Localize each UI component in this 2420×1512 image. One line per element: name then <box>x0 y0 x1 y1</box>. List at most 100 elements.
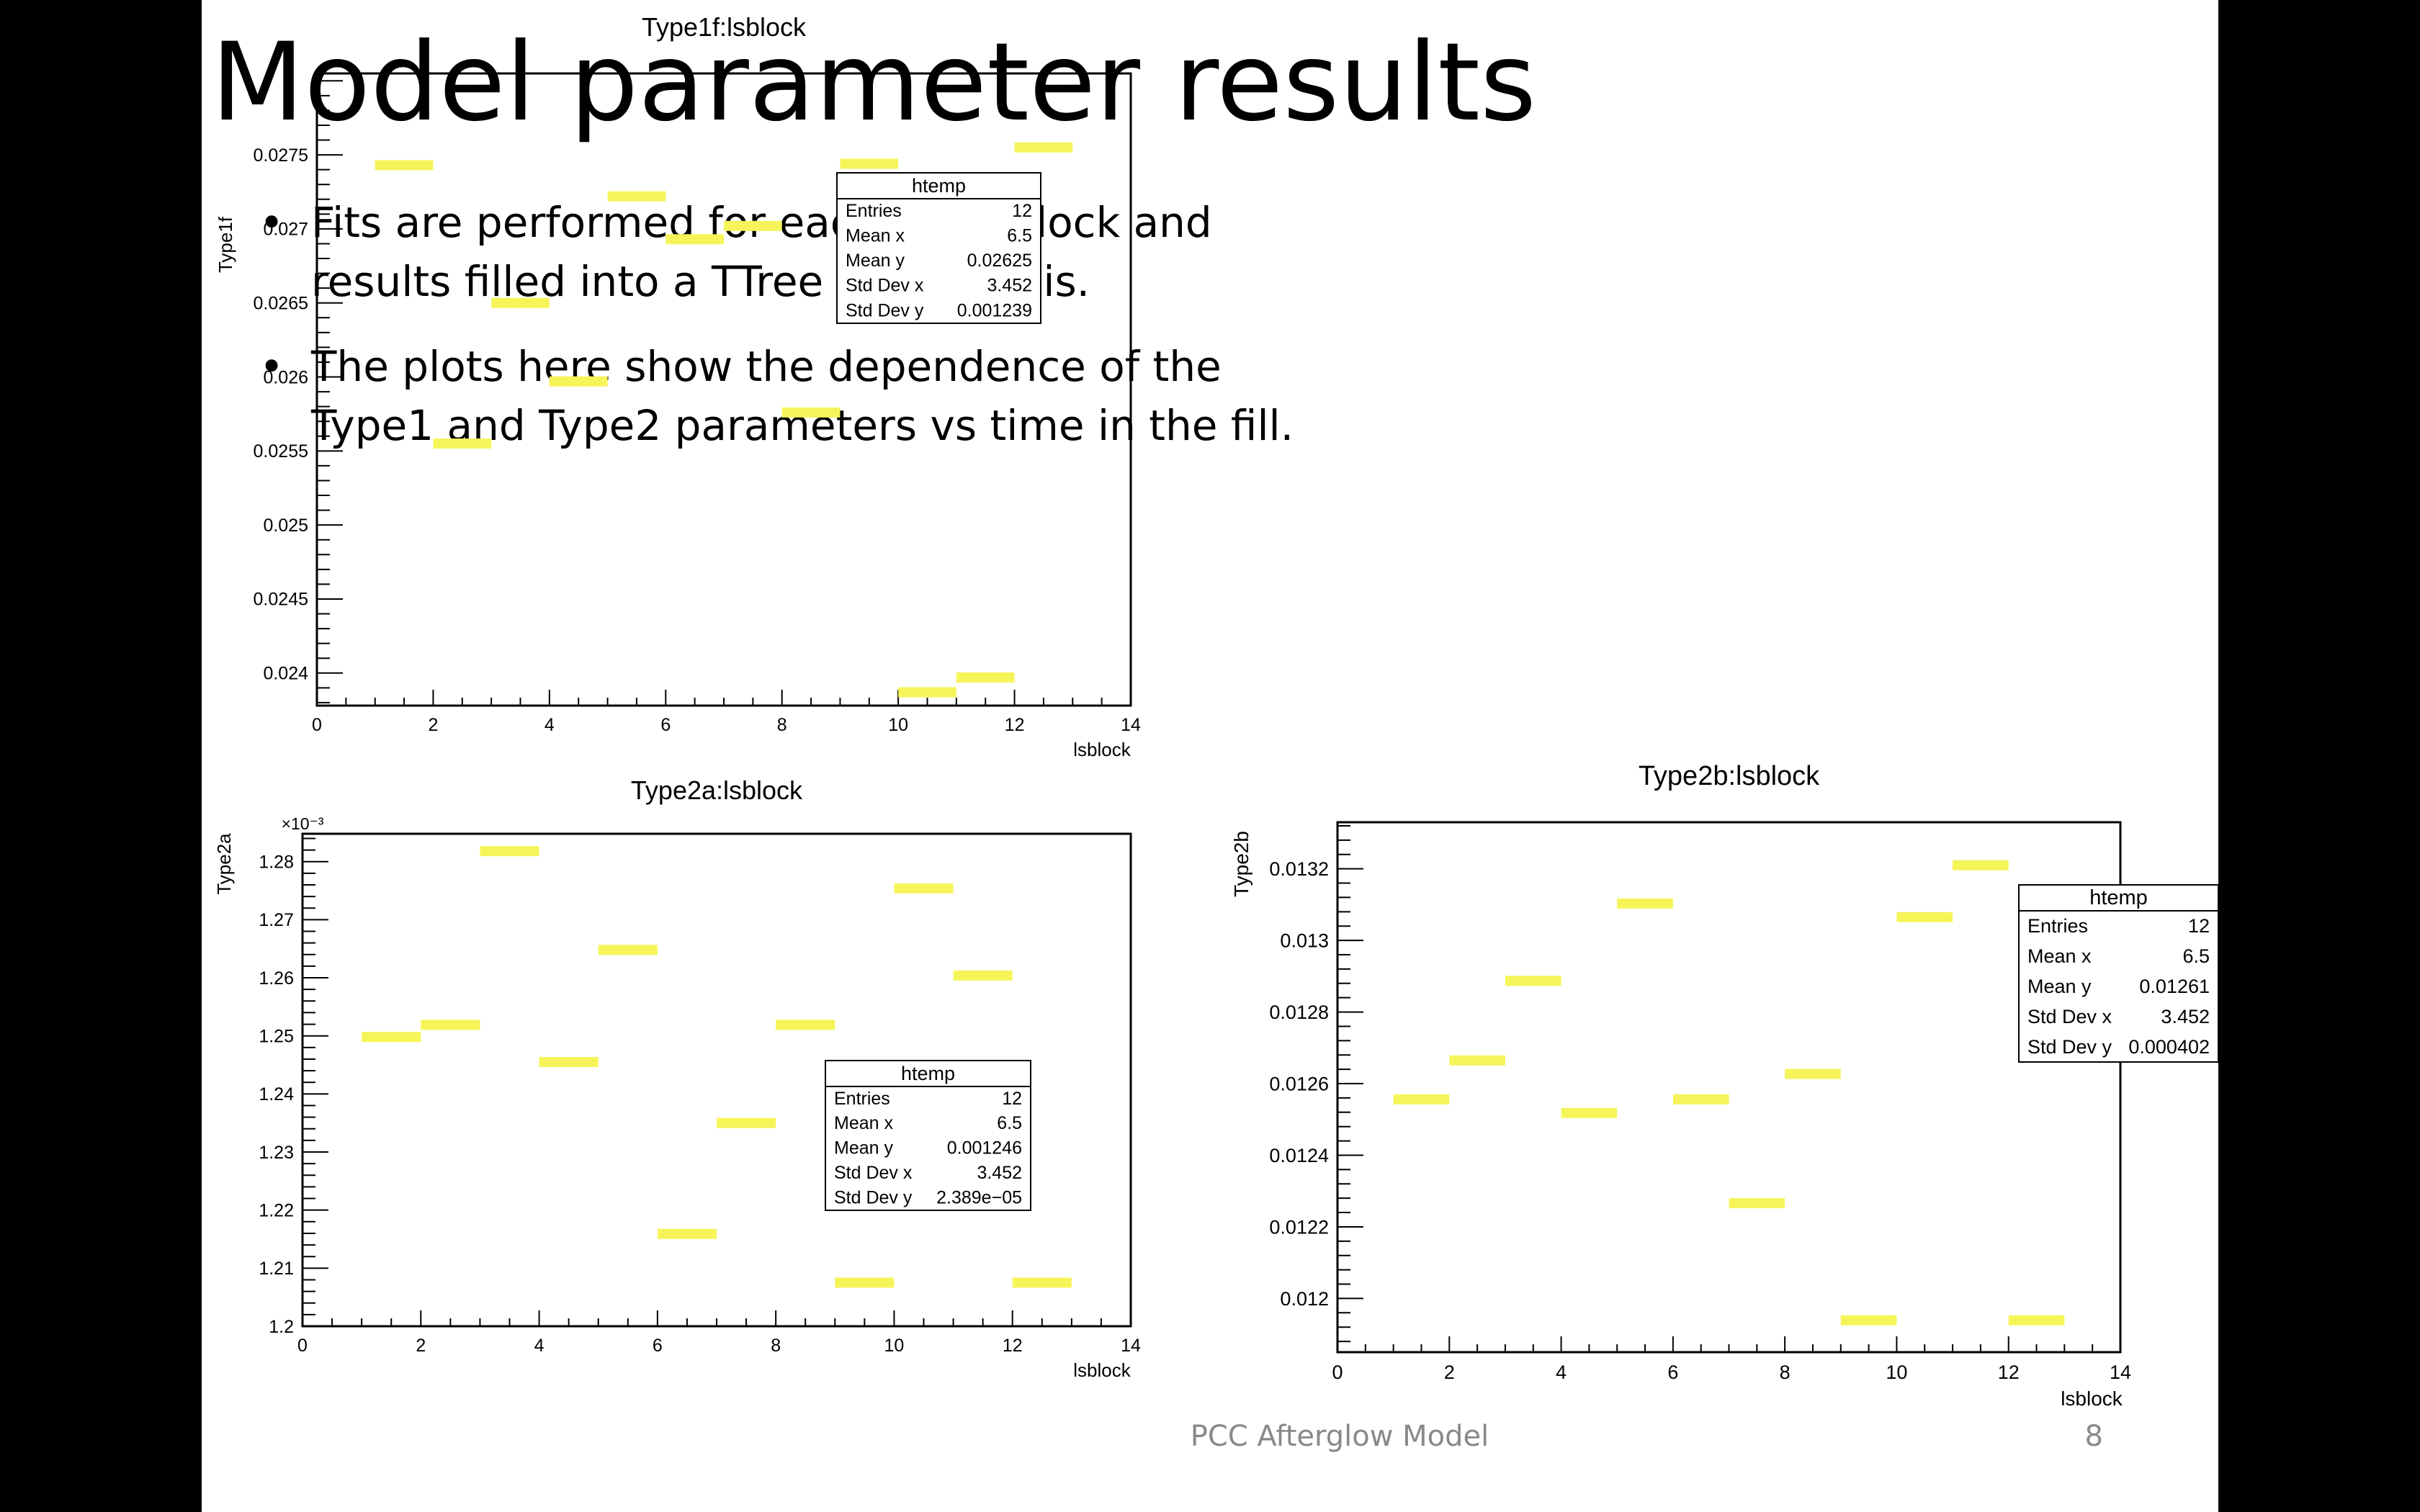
x-tick-label: 8 <box>1780 1362 1791 1383</box>
bullet-glyph: • <box>259 198 284 247</box>
stats-label: Mean x <box>846 226 905 246</box>
stats-value: 6.5 <box>997 1113 1022 1133</box>
x-tick-label: 4 <box>544 715 555 735</box>
y-tick-label: 1.23 <box>259 1143 294 1163</box>
stats-label: Std Dev x <box>2027 1006 2112 1027</box>
data-point <box>894 883 954 894</box>
data-point <box>717 1117 776 1128</box>
y-tick-label: 0.012 <box>1280 1288 1329 1310</box>
x-axis-label: lsblock <box>1073 739 1131 760</box>
y-tick-label: 0.013 <box>1280 930 1329 952</box>
data-point <box>421 1020 480 1030</box>
stats-label: Mean y <box>2027 976 2092 997</box>
stats-label: Std Dev x <box>834 1163 913 1183</box>
x-tick-label: 4 <box>534 1336 544 1356</box>
y-tick-label: 0.026 <box>263 367 308 387</box>
x-tick-label: 0 <box>297 1336 308 1356</box>
stats-title: htemp <box>901 1063 955 1084</box>
x-tick-label: 10 <box>1886 1362 1907 1383</box>
stats-value: 2.389e−05 <box>936 1187 1022 1207</box>
stats-label: Entries <box>834 1089 890 1109</box>
stats-value: 0.000402 <box>2128 1036 2210 1058</box>
stats-box <box>836 172 1041 324</box>
y-tick-label: 1.22 <box>259 1200 294 1220</box>
page-number: 8 <box>2084 1420 2103 1453</box>
data-point <box>1896 912 1953 922</box>
stats-title: htemp <box>912 175 966 197</box>
data-point <box>375 160 434 171</box>
y-axis-label: Type2b <box>1230 831 1252 897</box>
stats-value: 3.452 <box>2161 1006 2210 1027</box>
data-point <box>598 945 658 955</box>
stats-label: Std Dev y <box>2027 1036 2112 1058</box>
stats-value: 12 <box>1012 201 1032 221</box>
data-point <box>480 846 539 857</box>
stats-value: 3.452 <box>987 276 1032 296</box>
x-tick-label: 6 <box>1667 1362 1678 1383</box>
stats-value: 6.5 <box>1007 226 1032 246</box>
bullet-glyph: • <box>259 342 284 391</box>
data-point <box>1012 1277 1072 1288</box>
stats-value: 12 <box>1002 1089 1022 1109</box>
stats-label: Mean x <box>834 1113 893 1133</box>
y-tick-label: 0.0132 <box>1269 858 1329 880</box>
plot-frame <box>1336 821 2122 1354</box>
data-point <box>956 672 1015 683</box>
x-tick-label: 4 <box>1556 1362 1567 1383</box>
x-tick-label: 10 <box>884 1336 905 1356</box>
x-tick-label: 2 <box>428 715 438 735</box>
y-tick-label: 0.0124 <box>1269 1145 1329 1166</box>
stats-label: Entries <box>2027 915 2088 937</box>
x-tick-label: 14 <box>1121 715 1141 735</box>
x-tick-label: 12 <box>1998 1362 2020 1383</box>
y-tick-label: 0.0245 <box>254 590 308 610</box>
x-tick-label: 2 <box>1444 1362 1455 1383</box>
x-axis-label: lsblock <box>1073 1359 1131 1381</box>
chart-type2b: Type2b:lsblock 0 2 4 6 8 10 12 14 0.012 0.0122 0.01… <box>1230 761 2218 1410</box>
x-tick-label: 0 <box>1332 1362 1343 1383</box>
x-tick-label: 10 <box>888 715 908 735</box>
y-tick-label: 1.26 <box>259 968 294 989</box>
data-point <box>539 1056 599 1067</box>
stats-value: 0.02625 <box>967 251 1032 271</box>
x-tick-label: 0 <box>312 715 322 735</box>
y-tick-label: 1.24 <box>259 1084 294 1104</box>
data-point <box>953 970 1013 981</box>
data-point <box>835 1277 895 1288</box>
chart-title: Type2b:lsblock <box>1639 761 1820 791</box>
data-point <box>1729 1198 1785 1209</box>
y-tick-label: 0.0265 <box>254 293 308 313</box>
data-point <box>1672 1094 1729 1104</box>
data-point <box>898 687 956 698</box>
data-point <box>2008 1315 2065 1326</box>
x-tick-label: 12 <box>1005 715 1025 735</box>
chart-title: Type2a:lsblock <box>631 775 803 805</box>
x-tick-label: 6 <box>660 715 671 735</box>
x-tick-label: 14 <box>2110 1362 2131 1383</box>
stats-label: Mean x <box>2027 945 2092 967</box>
y-multiplier-label: ×10⁻³ <box>282 814 324 833</box>
data-point <box>776 1020 835 1030</box>
data-point <box>433 438 492 449</box>
data-point <box>1014 142 1073 153</box>
y-tick-label: 1.2 <box>269 1317 294 1337</box>
stats-label: Std Dev y <box>846 300 924 320</box>
stats-value: 3.452 <box>977 1163 1022 1183</box>
data-point <box>1449 1055 1505 1066</box>
data-point <box>607 191 666 202</box>
chart-title: Type1f:lsblock <box>642 12 807 42</box>
y-tick-label: 0.0128 <box>1269 1002 1329 1023</box>
data-point <box>666 234 724 245</box>
y-tick-label: 0.0275 <box>254 145 308 166</box>
data-point <box>1393 1094 1450 1104</box>
stats-label: Mean y <box>834 1138 893 1158</box>
data-point <box>724 220 782 231</box>
data-point <box>491 297 550 308</box>
data-point <box>1617 898 1673 909</box>
y-tick-label: 1.25 <box>259 1026 294 1046</box>
y-axis-label: Type1f <box>215 216 236 273</box>
data-point <box>657 1228 717 1239</box>
data-point <box>781 407 841 418</box>
x-tick-label: 12 <box>1003 1336 1023 1356</box>
y-tick-label: 0.024 <box>263 664 308 684</box>
